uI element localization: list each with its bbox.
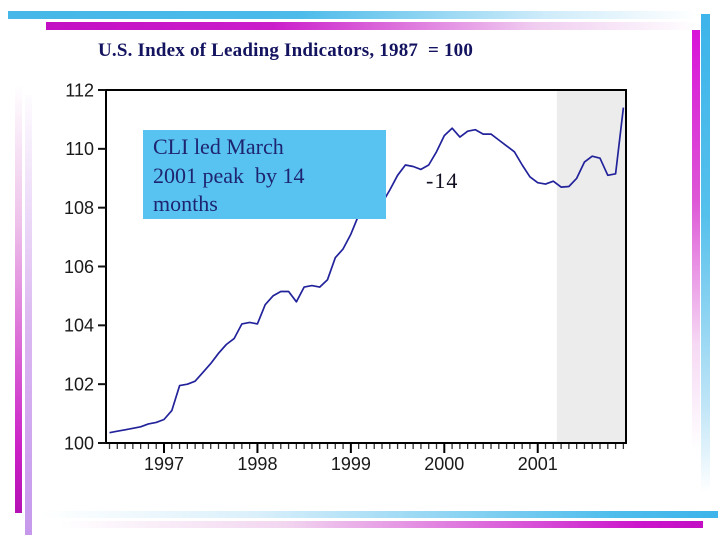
y-axis-tick-label: 106 — [64, 257, 94, 277]
y-axis-tick-label: 108 — [64, 198, 94, 218]
border-bar-right-magenta — [692, 30, 700, 450]
x-axis-year-label: 2001 — [518, 454, 558, 474]
x-axis-year-label: 1997 — [144, 454, 184, 474]
callout-text: CLI led March 2001 peak by 14 months — [153, 134, 305, 216]
y-axis-tick-label: 110 — [65, 139, 94, 159]
x-axis-year-label: 1998 — [237, 454, 277, 474]
border-bar-left-lavender — [25, 95, 32, 535]
lead-time-annotation: -14 — [426, 168, 459, 193]
slide-title: U.S. Index of Leading Indicators, 1987 =… — [98, 40, 474, 61]
y-axis-tick-label: 100 — [64, 433, 94, 453]
y-axis-tick-label: 104 — [64, 316, 94, 336]
border-bar-top-cyan — [8, 11, 698, 19]
border-bar-bottom-cyan — [40, 511, 718, 518]
border-bar-bottom-magenta — [60, 521, 703, 528]
y-axis-tick-label: 102 — [64, 374, 94, 394]
callout-box: CLI led March 2001 peak by 14 months — [143, 130, 386, 219]
x-axis-year-label: 2000 — [424, 454, 464, 474]
border-bar-left-magenta — [15, 85, 22, 513]
recession-band — [556, 91, 625, 442]
border-bar-top-magenta — [46, 22, 698, 30]
x-axis-year-label: 1999 — [331, 454, 371, 474]
y-axis-tick-label: 112 — [65, 80, 94, 100]
border-bar-right-blue — [701, 14, 710, 492]
